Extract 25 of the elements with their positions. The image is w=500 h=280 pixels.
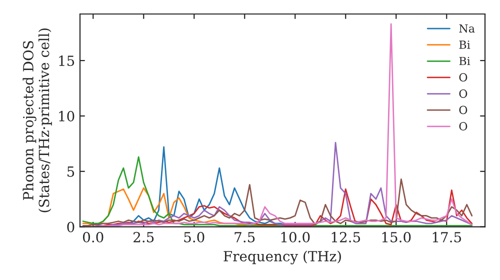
y-axis-title: Phonon projected DOS (States/THz·primitive cell): [22, 28, 52, 212]
x-axis-title: Frequency (THz): [224, 250, 341, 264]
legend-label: Bi: [459, 56, 470, 66]
y-tick-label: 5: [67, 166, 74, 177]
legend-label: Bi: [459, 40, 470, 49]
y-tick-label: 15: [59, 56, 74, 66]
x-tick-label: 15.0: [382, 232, 411, 242]
line-series: [82, 178, 473, 226]
y-tick-label: 0: [67, 222, 74, 232]
line-series: [128, 146, 286, 226]
x-tick-label: 17.5: [432, 232, 462, 242]
legend-label: O: [459, 89, 468, 98]
legend-label: O: [459, 73, 468, 82]
line-series: [82, 156, 473, 226]
x-tick-label: 7.5: [234, 232, 255, 242]
x-tick-label: 10.0: [281, 232, 310, 242]
y-tick-label: 10: [59, 110, 74, 122]
x-tick-label: 5.0: [184, 232, 204, 242]
legend-label: O: [459, 106, 468, 114]
x-tick-label: 0.0: [83, 232, 104, 242]
legend-label: Na: [459, 24, 475, 33]
legend-label: O: [459, 122, 468, 130]
line-series: [82, 187, 260, 226]
x-tick-label: 12.5: [332, 232, 360, 242]
x-tick-label: 2.5: [134, 232, 154, 242]
